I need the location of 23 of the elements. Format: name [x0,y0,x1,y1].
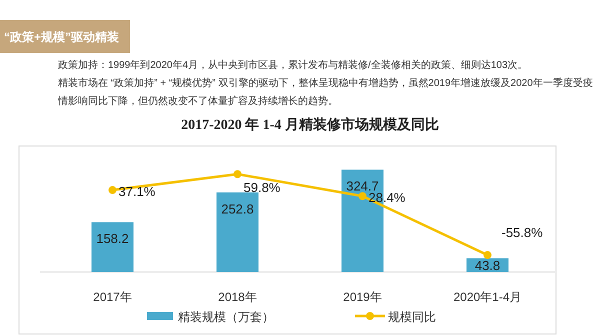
data-label: 324.7 [346,178,379,194]
data-label: 59.8% [244,180,281,196]
x-tick-label: 2017年 [93,290,132,304]
point [484,251,492,260]
data-label: 158.2 [96,231,129,246]
point [234,170,242,178]
text: “政策+规模”驱动精装 [4,30,120,44]
text: 政策加持：1999年到2020年4月，从中央到市区县，累计发布与精装修/全装修相关的政策、细则达103次。 [58,58,529,73]
data-label: 43.8 [474,258,500,273]
legend-label: 精装规模（万套） [178,310,274,324]
x-tick-label: 2018年 [218,290,257,304]
x-tick-label: 2020年1-4月 [453,290,522,304]
bar [92,222,134,272]
bar [216,192,258,272]
legend-label: 规模同比 [388,310,436,324]
x-tick-label: 2019年 [343,290,382,304]
point [358,192,366,200]
data-label: 252.8 [221,201,254,216]
chart-title: 2017-2020 年 1-4 月精装修市场规模及同比 [181,116,439,133]
data-label: 37.1% [118,184,156,200]
point [108,186,116,194]
text: 精装市场在 “政策加持” + “规模优势” 双引擎的驱动下，整体呈现稳中有增趋势，虽然2019年增速放缓及2020年一季度受疫情影响同比下降，但仍然改变不了体量扩容及持续增长的趋势。 [58,76,594,109]
data-label: -55.8% [502,225,544,240]
